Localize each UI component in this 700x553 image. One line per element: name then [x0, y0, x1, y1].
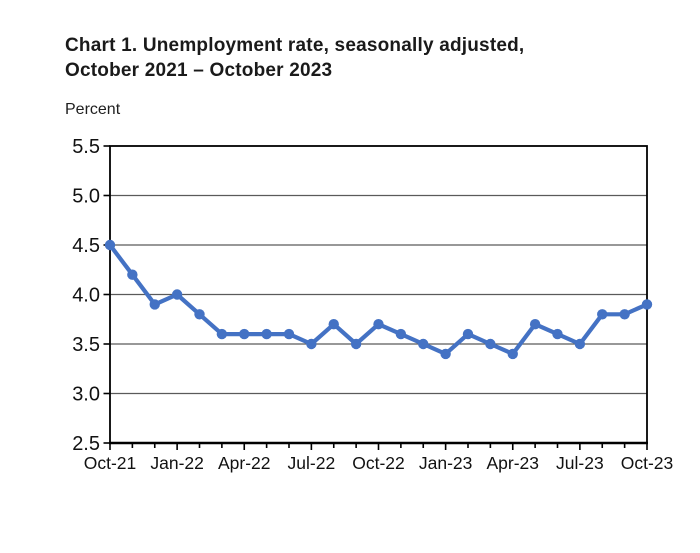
- data-point-marker: [239, 328, 250, 340]
- data-point-marker: [328, 319, 339, 330]
- data-point-marker: [552, 328, 563, 340]
- data-point-marker: [485, 338, 496, 350]
- data-point-marker: [395, 328, 407, 340]
- y-axis-tick-label: 5.0: [72, 186, 100, 208]
- data-point-marker: [373, 319, 384, 330]
- data-point-marker: [641, 299, 653, 310]
- data-point-marker: [462, 328, 474, 340]
- x-axis-tick-label: Apr-22: [218, 453, 271, 473]
- data-line: [107, 242, 650, 356]
- data-point-marker: [597, 309, 608, 320]
- data-point-marker: [529, 319, 541, 330]
- data-point-marker: [440, 348, 451, 360]
- chart-title-line2: October 2021 – October 2023: [65, 60, 333, 81]
- data-point-marker: [507, 348, 518, 360]
- data-point-marker: [418, 338, 429, 350]
- y-axis-tick-label: 5.5: [72, 136, 100, 158]
- data-point-marker: [104, 239, 116, 251]
- x-axis-tick-label: Jul-23: [556, 453, 604, 473]
- data-point-marker: [306, 338, 317, 350]
- y-axis-tick-label: 4.5: [72, 235, 100, 257]
- data-point-marker: [127, 269, 138, 280]
- x-axis-tick-label: Oct-23: [621, 453, 674, 473]
- y-axis-tick-label: 2.5: [72, 433, 100, 455]
- x-axis-tick-label: Jan-23: [419, 453, 473, 473]
- x-axis-tick-label: Oct-22: [352, 453, 405, 473]
- y-axis-tick-label: 4.0: [72, 285, 100, 307]
- data-point-marker: [194, 309, 205, 320]
- y-axis-tick-label: 3.0: [72, 384, 100, 406]
- x-axis-tick-label: Apr-23: [486, 453, 539, 473]
- data-point-marker: [261, 328, 272, 340]
- data-point-marker: [574, 338, 586, 350]
- data-point-marker: [171, 289, 183, 300]
- x-axis-tick-label: Oct-21: [84, 453, 137, 473]
- data-point-marker: [619, 309, 630, 320]
- data-point-marker: [350, 338, 362, 350]
- data-point-marker: [216, 328, 228, 340]
- percent-axis-label: Percent: [65, 101, 121, 118]
- x-axis-tick-label: Jan-22: [150, 453, 204, 473]
- y-axis-tick-label: 3.5: [72, 334, 100, 356]
- chart-title-line1: Chart 1. Unemployment rate, seasonally a…: [65, 35, 525, 56]
- data-point-marker: [283, 328, 295, 340]
- data-point-marker: [149, 299, 160, 310]
- chart-title: Chart 1. Unemployment rate, seasonally a…: [65, 33, 524, 83]
- x-axis-tick-label: Jul-22: [288, 453, 336, 473]
